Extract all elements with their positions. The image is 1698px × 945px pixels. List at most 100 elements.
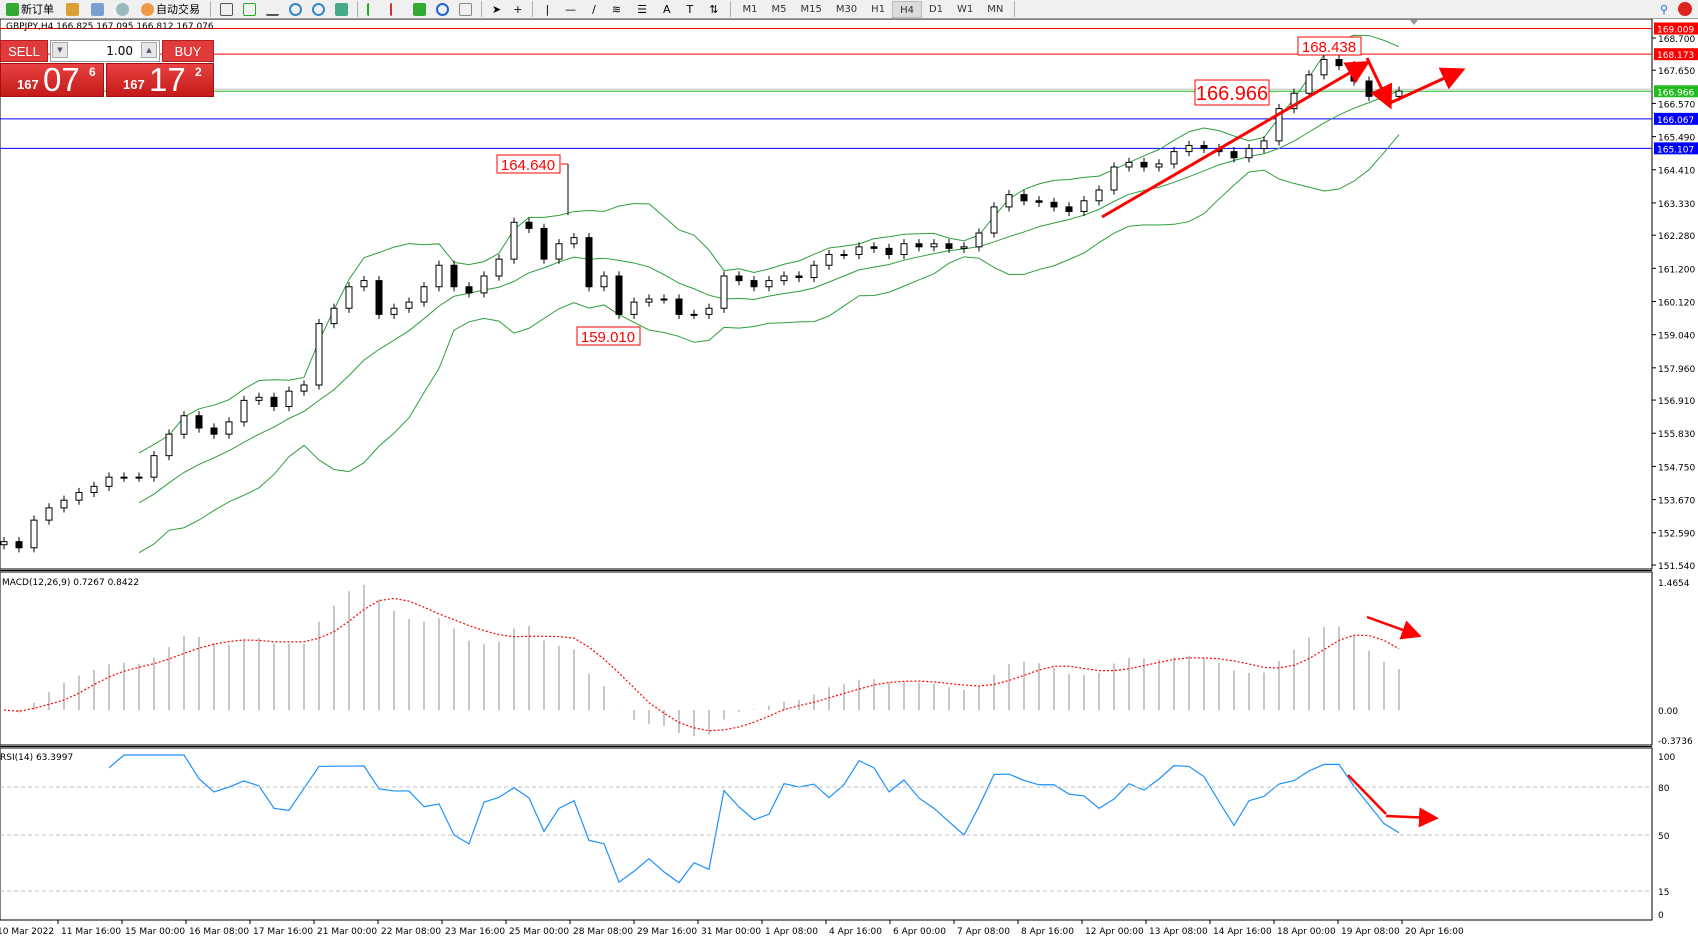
price-tick-label: 162.280 bbox=[1658, 232, 1695, 242]
annotation-166-966[interactable]: 166.966 bbox=[1194, 79, 1270, 106]
trend-arrow[interactable] bbox=[1101, 60, 1371, 219]
text-label-icon[interactable]: T bbox=[686, 2, 694, 16]
bar-chart-icon[interactable] bbox=[220, 2, 233, 16]
auto-trading-button[interactable]: 自动交易 bbox=[135, 0, 206, 19]
fibo-fan-icon[interactable]: ☰ bbox=[637, 2, 647, 16]
rsi-arrow[interactable] bbox=[1385, 807, 1439, 828]
templates-icon[interactable] bbox=[459, 2, 472, 16]
candle-bull bbox=[75, 492, 83, 501]
zoom-in-icon[interactable] bbox=[289, 2, 302, 16]
candle-bull bbox=[1185, 144, 1193, 153]
timeframe-m15[interactable]: M15 bbox=[800, 3, 822, 15]
horizontal-line-icon[interactable]: — bbox=[565, 2, 577, 16]
candle-bull bbox=[345, 286, 353, 309]
time-tick-label: 15 Mar 00:00 bbox=[125, 927, 185, 937]
svg-text:159.010: 159.010 bbox=[581, 329, 635, 346]
candle-bear bbox=[795, 275, 803, 279]
timeframe-h4[interactable]: H4 bbox=[892, 0, 922, 18]
timeframe-m1[interactable]: M1 bbox=[742, 3, 758, 15]
trend-arrow[interactable] bbox=[1389, 67, 1466, 105]
candle-bear bbox=[15, 541, 23, 549]
chart-shift-marker-icon[interactable] bbox=[1410, 20, 1418, 25]
terminal-icon[interactable] bbox=[91, 2, 104, 16]
lot-increase-button[interactable]: ▲ bbox=[141, 42, 157, 58]
candle-bear bbox=[270, 396, 278, 408]
buy-price[interactable]: 167 17 2 bbox=[106, 61, 214, 98]
candle-bear bbox=[465, 286, 473, 294]
sell-price[interactable]: 167 07 6 bbox=[0, 61, 104, 98]
candle-bull bbox=[285, 390, 293, 408]
price-tick-label: 152.590 bbox=[1658, 530, 1695, 540]
time-tick-label: 25 Mar 00:00 bbox=[509, 927, 569, 937]
timeframe-m30[interactable]: M30 bbox=[835, 3, 858, 15]
macd-tick-label: 0.00 bbox=[1658, 707, 1678, 717]
price-tick-label: 155.830 bbox=[1658, 430, 1695, 440]
candle-bull bbox=[360, 280, 368, 288]
candle-bull bbox=[240, 399, 248, 423]
timeframe-h1[interactable]: H1 bbox=[871, 3, 886, 15]
auto-scroll-icon[interactable] bbox=[367, 2, 380, 16]
candle-bull bbox=[1110, 166, 1118, 191]
buy-button[interactable]: BUY bbox=[162, 40, 214, 62]
price-tick-label: 164.410 bbox=[1658, 167, 1695, 177]
candle-bull bbox=[570, 237, 578, 245]
chart-shift-icon[interactable] bbox=[390, 2, 403, 16]
sell-button[interactable]: SELL bbox=[0, 40, 48, 62]
candle-bull bbox=[765, 280, 773, 288]
notification-icon[interactable] bbox=[1678, 2, 1692, 16]
arrows-icon[interactable]: ⇅ bbox=[709, 2, 719, 16]
rsi-arrow[interactable] bbox=[1347, 774, 1387, 815]
time-tick-label: 23 Mar 16:00 bbox=[445, 927, 505, 937]
candle-bull bbox=[30, 519, 38, 549]
timeframe-mn[interactable]: MN bbox=[987, 3, 1004, 15]
vertical-line-icon[interactable]: | bbox=[545, 2, 550, 16]
periods-icon[interactable] bbox=[436, 2, 449, 16]
lot-size-input[interactable]: 1.00 bbox=[50, 40, 160, 62]
candle-bull bbox=[660, 298, 668, 301]
time-tick-label: 17 Mar 16:00 bbox=[253, 927, 313, 937]
timeframe-bar: M1 M5 M15 M30 H1 H4 D1 W1 MN bbox=[735, 0, 1010, 18]
candle-bear bbox=[1335, 58, 1343, 67]
candle-bull bbox=[990, 206, 998, 234]
indicators-icon[interactable] bbox=[413, 2, 426, 16]
search-icon[interactable]: ⚲ bbox=[1659, 2, 1668, 16]
candle-bull bbox=[480, 275, 488, 294]
timeframe-d1[interactable]: D1 bbox=[928, 3, 944, 15]
crosshair-icon[interactable]: + bbox=[513, 2, 523, 16]
history-icon[interactable] bbox=[66, 2, 79, 16]
candle-bull bbox=[1095, 189, 1103, 202]
annotation-168-438[interactable]: 168.438 bbox=[1297, 36, 1362, 56]
annotation-159-010[interactable]: 159.010 bbox=[576, 326, 641, 346]
macd-tick-label: 1.4654 bbox=[1658, 579, 1690, 589]
fibonacci-icon[interactable]: ≋ bbox=[611, 2, 622, 16]
time-tick-label: 28 Mar 08:00 bbox=[573, 927, 633, 937]
new-order-button[interactable]: 新订单 bbox=[0, 0, 60, 19]
price-tick-label: 157.960 bbox=[1658, 365, 1695, 375]
price-tag bbox=[1654, 142, 1698, 155]
candle-bull bbox=[600, 275, 608, 288]
candle-bull bbox=[510, 221, 518, 260]
trend-arrow[interactable] bbox=[1365, 57, 1393, 110]
price-tick-label: 159.040 bbox=[1658, 332, 1695, 342]
line-chart-icon[interactable] bbox=[266, 3, 279, 16]
timeframe-w1[interactable]: W1 bbox=[957, 3, 974, 15]
price-tag-label: 165.107 bbox=[1657, 145, 1694, 155]
trendline-icon[interactable]: / bbox=[592, 2, 596, 16]
text-icon[interactable]: A bbox=[662, 2, 671, 16]
price-tick-label: 168.700 bbox=[1658, 35, 1695, 45]
annotation-164-640[interactable]: 164.640 bbox=[496, 154, 561, 174]
lot-decrease-button[interactable]: ▼ bbox=[52, 42, 68, 58]
zoom-out-icon[interactable] bbox=[312, 2, 325, 16]
cursor-icon[interactable]: ➤ bbox=[492, 2, 502, 16]
timeframe-m5[interactable]: M5 bbox=[771, 3, 787, 15]
signal-icon[interactable] bbox=[116, 2, 129, 16]
time-tick-label: 11 Mar 16:00 bbox=[61, 927, 121, 937]
macd-arrow[interactable] bbox=[1366, 615, 1422, 640]
candle-bull bbox=[150, 455, 158, 478]
tile-windows-icon[interactable] bbox=[335, 2, 348, 16]
candle-bull bbox=[855, 246, 863, 256]
candle-chart-icon[interactable] bbox=[243, 2, 256, 16]
candle-bull bbox=[60, 499, 68, 509]
time-tick-label: 19 Apr 08:00 bbox=[1341, 927, 1400, 937]
